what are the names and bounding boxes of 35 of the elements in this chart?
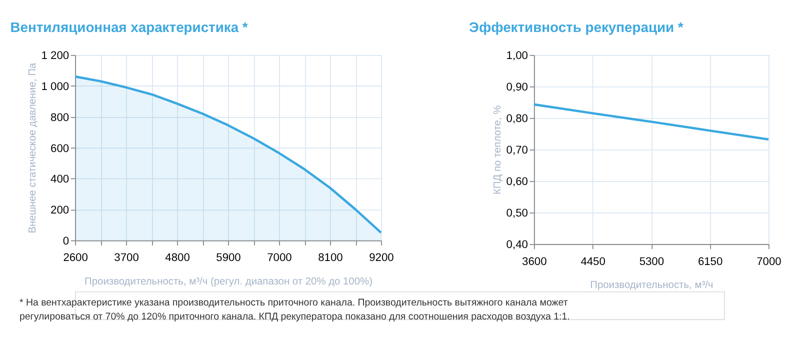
y-tick-label: 0,40 (506, 239, 528, 252)
y-tick-label: 1 200 (41, 50, 70, 62)
line-series (532, 103, 770, 141)
x-axis-title: Производительность, м³/ч (регул. диапазон от 20% до 100%) (84, 276, 372, 288)
x-tick-label: 4450 (580, 256, 606, 268)
x-tick-label: 7000 (267, 252, 292, 264)
y-axis-title: КПД по теплоте, % (492, 105, 504, 195)
y-tick-label: 0 (62, 236, 70, 248)
x-tick-label: 5300 (639, 256, 664, 268)
x-tick-label: 5900 (216, 252, 241, 264)
y-tick-label: 800 (50, 112, 70, 124)
y-tick-label: 600 (50, 142, 70, 155)
x-tick-label: 3600 (522, 256, 547, 268)
chart-title: Вентиляционная характеристика * (10, 18, 248, 35)
y-tick-label: 0,60 (506, 176, 528, 188)
x-tick-label: 2600 (63, 252, 88, 264)
x-tick-label: 6150 (698, 256, 723, 268)
y-axis-title: Внешнее статическое давление, Па (28, 62, 39, 234)
y-tick-label: 1 000 (41, 81, 70, 94)
x-tick-label: 8100 (318, 252, 343, 264)
x-tick-label: 7000 (756, 256, 782, 268)
text: регулироваться от 70% до 120% приточного канала. КПД рекуператора показано для соотношения расходов воздуха 1:1. (19, 312, 570, 323)
y-tick-label: 1,00 (506, 50, 528, 62)
y-tick-label: 0,90 (506, 82, 528, 94)
x-axis-title: Производительность, м³/ч (590, 280, 714, 292)
x-tick-label: 4800 (165, 252, 190, 264)
x-tick-label: 9200 (369, 252, 394, 264)
y-tick-label: 400 (50, 174, 70, 186)
y-tick-label: 200 (50, 204, 70, 217)
text: * На вентхарактеристике указана производительность приточного канала. Производительность вытяжного канала может (19, 298, 568, 309)
x-tick-label: 3700 (114, 252, 139, 264)
y-tick-label: 0,50 (506, 208, 528, 220)
chart-title: Эффективность рекуперации * (469, 18, 684, 35)
y-tick-label: 0,80 (506, 113, 528, 126)
y-tick-label: 0,70 (506, 144, 528, 157)
